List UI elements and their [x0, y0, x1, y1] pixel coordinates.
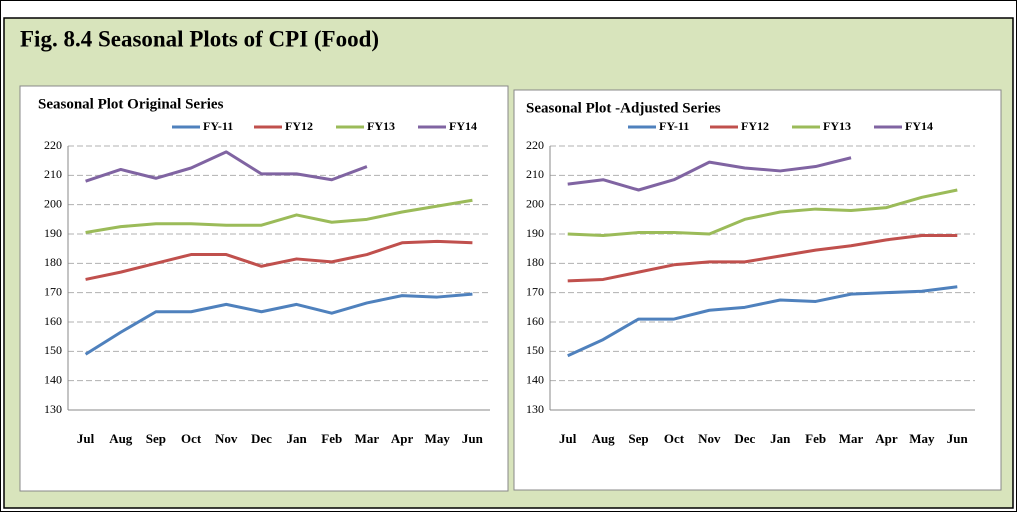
y-tick-label: 140	[526, 372, 544, 386]
y-tick-label: 180	[44, 255, 62, 269]
series-line	[84, 292, 473, 356]
x-tick-label: Apr	[391, 431, 414, 446]
series-line	[85, 198, 473, 235]
x-tick-label: Nov	[215, 431, 238, 446]
chart-title: Seasonal Plot -Adjusted Series	[526, 100, 721, 116]
x-tick-label: Jul	[559, 431, 577, 446]
y-tick-label: 200	[44, 196, 62, 210]
panel	[19, 85, 509, 492]
y-tick-label: 150	[44, 343, 62, 357]
series-line	[85, 150, 368, 183]
x-tick-label: Aug	[109, 431, 133, 446]
legend-label: FY12	[741, 119, 769, 133]
x-tick-label: Feb	[805, 431, 826, 446]
x-tick-label: Oct	[181, 431, 202, 446]
y-tick-label: 170	[44, 284, 62, 298]
y-tick-label: 200	[526, 196, 544, 210]
y-tick-label: 190	[44, 226, 62, 240]
figure-title: Fig. 8.4 Seasonal Plots of CPI (Food)	[20, 26, 379, 51]
x-tick-label: Aug	[592, 431, 616, 446]
x-tick-label: May	[909, 431, 935, 446]
series-line	[85, 239, 473, 281]
legend-label: FY14	[905, 119, 933, 133]
y-tick-label: 180	[526, 255, 544, 269]
y-tick-label: 140	[44, 372, 62, 386]
y-tick-label: 220	[44, 138, 62, 152]
x-tick-label: Apr	[875, 431, 898, 446]
series-line	[567, 233, 958, 283]
x-tick-label: Mar	[839, 431, 864, 446]
y-tick-label: 160	[526, 314, 544, 328]
y-tick-label: 170	[526, 284, 544, 298]
x-tick-label: Sep	[146, 431, 166, 446]
y-tick-label: 190	[526, 226, 544, 240]
x-tick-label: Feb	[321, 431, 342, 446]
y-tick-label: 160	[44, 314, 62, 328]
x-tick-label: Jan	[770, 431, 791, 446]
y-tick-label: 210	[526, 167, 544, 181]
x-tick-label: May	[425, 431, 451, 446]
legend-label: FY-11	[659, 119, 689, 133]
legend-label: FY14	[449, 119, 477, 133]
x-tick-label: Jul	[77, 431, 95, 446]
x-tick-label: Dec	[251, 431, 272, 446]
legend-label: FY13	[823, 119, 851, 133]
y-tick-label: 220	[526, 138, 544, 152]
x-tick-label: Jun	[462, 431, 484, 446]
legend-label: FY12	[285, 119, 313, 133]
legend-label: FY-11	[203, 119, 233, 133]
x-tick-label: Nov	[698, 431, 721, 446]
x-tick-label: Oct	[664, 431, 685, 446]
series-line	[567, 156, 852, 192]
legend-label: FY13	[367, 119, 395, 133]
x-tick-label: Jun	[947, 431, 969, 446]
chart-title: Seasonal Plot Original Series	[38, 96, 224, 112]
y-tick-label: 130	[44, 402, 62, 416]
x-tick-label: Jan	[286, 431, 307, 446]
series-line	[567, 285, 958, 358]
y-tick-label: 210	[44, 167, 62, 181]
y-tick-label: 130	[526, 402, 544, 416]
x-tick-label: Dec	[734, 431, 755, 446]
x-tick-label: Mar	[355, 431, 380, 446]
x-tick-label: Sep	[628, 431, 648, 446]
y-tick-label: 150	[526, 343, 544, 357]
series-line	[567, 188, 958, 237]
